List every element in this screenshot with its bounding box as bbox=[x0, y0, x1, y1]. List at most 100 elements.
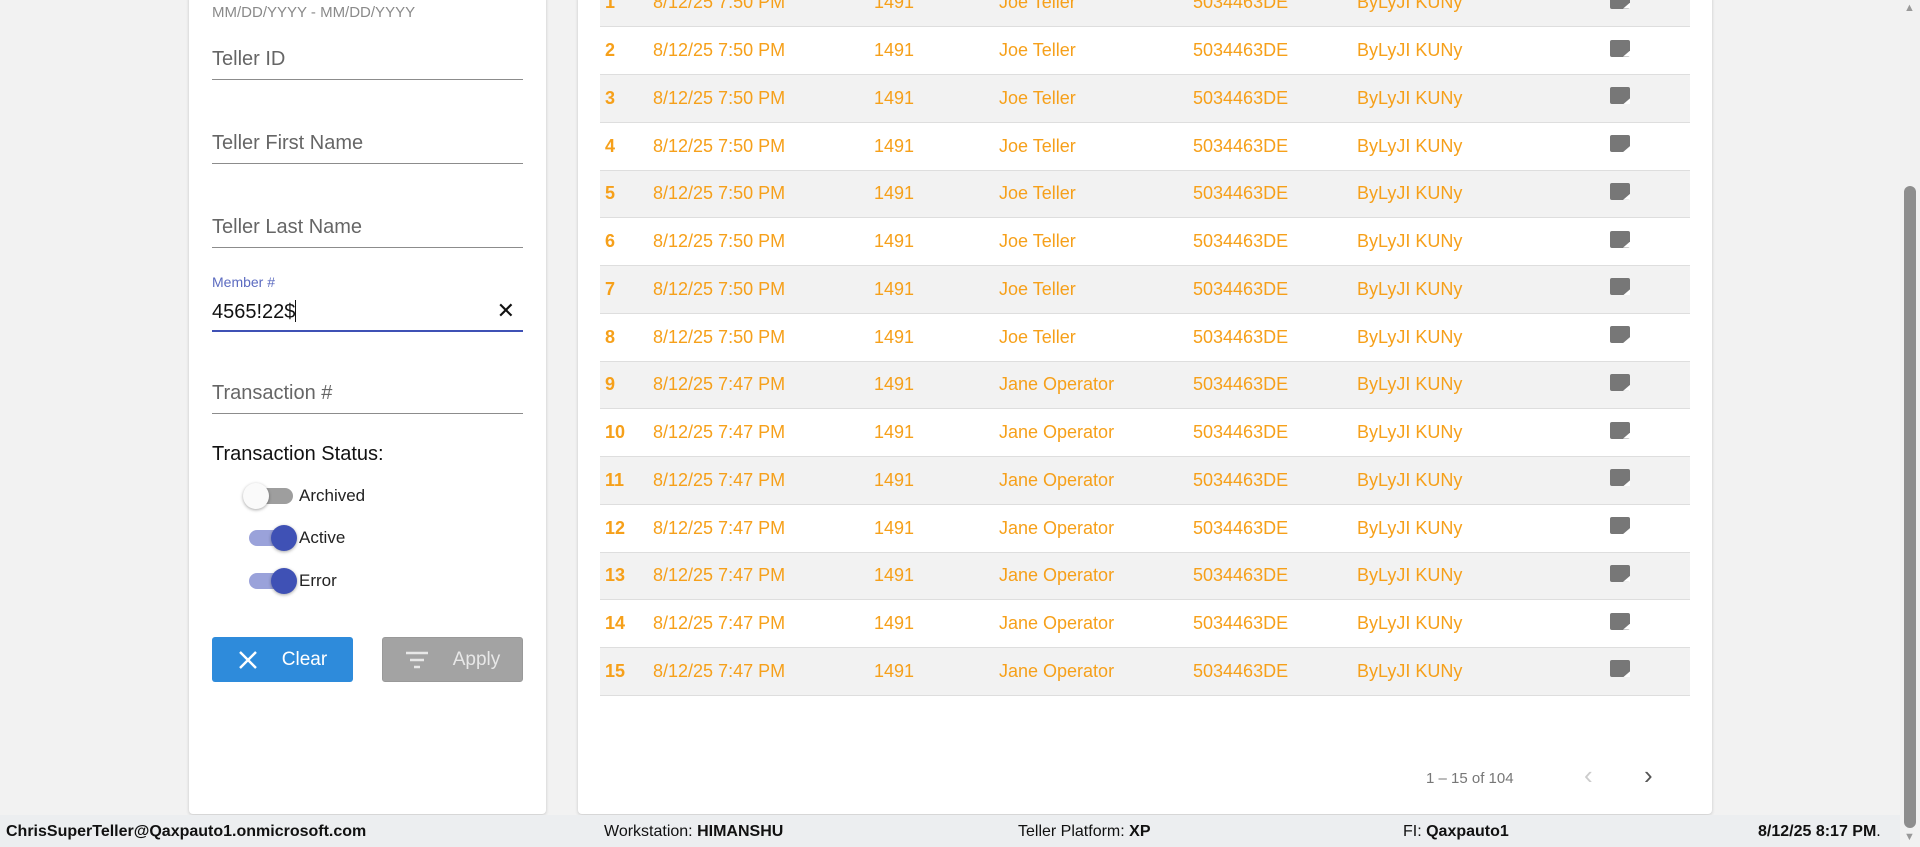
table-row[interactable]: 10 8/12/25 7:47 PM 1491 Jane Operator 503446… bbox=[600, 409, 1690, 457]
note-cell bbox=[1610, 0, 1690, 27]
table-cell: ByLyJI KUNy bbox=[1357, 326, 1463, 347]
note-cell bbox=[1610, 648, 1690, 696]
table-row[interactable]: 12 8/12/25 7:47 PM 1491 Jane Operator 503446… bbox=[600, 504, 1690, 552]
table-cell: 4 bbox=[605, 135, 616, 156]
toggle-track[interactable] bbox=[249, 525, 297, 551]
toggle-error[interactable]: Error bbox=[249, 568, 337, 594]
member-number-label: Member # bbox=[212, 274, 276, 290]
table-cell: Joe Teller bbox=[999, 278, 1076, 299]
table-cell: 1491 bbox=[874, 374, 915, 395]
scroll-up-icon[interactable]: ▲ bbox=[1904, 2, 1915, 14]
filter-icon bbox=[405, 651, 428, 668]
table-cell: 5034463DE bbox=[1193, 469, 1289, 490]
note-icon[interactable] bbox=[1610, 135, 1630, 153]
table-cell: ByLyJI KUNy bbox=[1357, 469, 1463, 490]
table-cell: 1491 bbox=[874, 469, 915, 490]
table-cell: Joe Teller bbox=[999, 135, 1076, 156]
table-row[interactable]: 4 8/12/25 7:50 PM 1491 Joe Teller 5034463DE B… bbox=[600, 122, 1690, 170]
table-row[interactable]: 1 8/12/25 7:50 PM 1491 Joe Teller 5034463DE B… bbox=[600, 0, 1690, 27]
table-cell: 1491 bbox=[874, 517, 915, 538]
table-cell: Jane Operator bbox=[999, 613, 1115, 634]
table-row[interactable]: 5 8/12/25 7:50 PM 1491 Joe Teller 5034463DE B… bbox=[600, 170, 1690, 218]
member-number-value[interactable]: 4565!22$ bbox=[212, 301, 296, 323]
table-row[interactable]: 8 8/12/25 7:50 PM 1491 Joe Teller 5034463DE B… bbox=[600, 313, 1690, 361]
table-cell: 8/12/25 7:47 PM bbox=[653, 613, 786, 634]
table-cell: 8/12/25 7:50 PM bbox=[653, 87, 786, 108]
table-cell: 5034463DE bbox=[1193, 517, 1289, 538]
table-cell: ByLyJI KUNy bbox=[1357, 135, 1463, 156]
note-icon[interactable] bbox=[1610, 0, 1630, 9]
table-cell: 8/12/25 7:47 PM bbox=[653, 517, 786, 538]
scrollbar-thumb[interactable] bbox=[1904, 186, 1916, 828]
toggle-active[interactable]: Active bbox=[249, 525, 345, 551]
table-cell: Joe Teller bbox=[999, 231, 1076, 252]
transactions-table: 1 8/12/25 7:50 PM 1491 Joe Teller 5034463DE B… bbox=[600, 0, 1690, 696]
toggle-archived[interactable]: Archived bbox=[243, 483, 366, 509]
table-cell: 8 bbox=[605, 326, 616, 347]
table-cell: 5034463DE bbox=[1193, 326, 1289, 347]
table-cell: 15 bbox=[605, 660, 626, 681]
table-row[interactable]: 7 8/12/25 7:50 PM 1491 Joe Teller 5034463DE B… bbox=[600, 265, 1690, 314]
table-row[interactable]: 2 8/12/25 7:50 PM 1491 Joe Teller 5034463DE B… bbox=[600, 27, 1690, 75]
table-cell: ByLyJI KUNy bbox=[1357, 613, 1463, 634]
previous-page-button[interactable]: ‹ bbox=[1584, 760, 1593, 790]
note-icon[interactable] bbox=[1610, 373, 1630, 391]
table-cell: 2 bbox=[605, 40, 616, 61]
table-cell: 1491 bbox=[874, 40, 915, 61]
note-icon[interactable] bbox=[1610, 87, 1630, 105]
note-icon[interactable] bbox=[1610, 326, 1630, 344]
clear-button[interactable]: Clear bbox=[212, 637, 353, 682]
toggle-label: Archived bbox=[299, 486, 366, 505]
note-icon[interactable] bbox=[1610, 660, 1630, 678]
table-cell: Joe Teller bbox=[999, 0, 1076, 13]
table-row[interactable]: 13 8/12/25 7:47 PM 1491 Jane Operator 503446… bbox=[600, 552, 1690, 600]
note-icon[interactable] bbox=[1610, 469, 1630, 487]
table-row[interactable]: 11 8/12/25 7:47 PM 1491 Jane Operator 503446… bbox=[600, 456, 1690, 505]
note-icon[interactable] bbox=[1610, 230, 1630, 248]
table-cell: ByLyJI KUNy bbox=[1357, 0, 1463, 13]
table-cell: 8/12/25 7:50 PM bbox=[653, 278, 786, 299]
teller-first-name-input[interactable]: Teller First Name bbox=[212, 124, 523, 164]
table-cell: 5034463DE bbox=[1193, 87, 1289, 108]
scrollbar[interactable]: ▲ ▼ bbox=[1900, 0, 1920, 847]
toggle-track[interactable] bbox=[243, 483, 293, 509]
date-range-hint: MM/DD/YYYY - MM/DD/YYYY bbox=[212, 4, 416, 21]
transaction-number-input[interactable]: Transaction # bbox=[212, 374, 523, 414]
note-icon[interactable] bbox=[1610, 564, 1630, 582]
table-row[interactable]: 14 8/12/25 7:47 PM 1491 Jane Operator 503446… bbox=[600, 600, 1690, 648]
note-cell bbox=[1610, 600, 1690, 648]
note-cell bbox=[1610, 27, 1690, 75]
note-icon[interactable] bbox=[1610, 517, 1630, 535]
clear-input-icon[interactable]: ✕ bbox=[496, 298, 515, 323]
table-cell: 8/12/25 7:50 PM bbox=[653, 40, 786, 61]
table-cell: ByLyJI KUNy bbox=[1357, 87, 1463, 108]
table-cell: 1491 bbox=[874, 613, 915, 634]
table-cell: 1491 bbox=[874, 0, 915, 13]
teller-last-name-input[interactable]: Teller Last Name bbox=[212, 208, 523, 248]
note-icon[interactable] bbox=[1610, 612, 1630, 630]
table-cell: 1491 bbox=[874, 231, 915, 252]
teller-id-input[interactable]: Teller ID bbox=[212, 40, 523, 80]
note-icon[interactable] bbox=[1610, 39, 1630, 57]
note-cell bbox=[1610, 75, 1690, 123]
table-cell: Jane Operator bbox=[999, 422, 1115, 443]
scroll-down-icon[interactable]: ▼ bbox=[1904, 831, 1915, 843]
member-number-input[interactable]: Member # 4565!22$ ✕ bbox=[212, 274, 523, 332]
next-page-button[interactable]: › bbox=[1644, 760, 1653, 790]
note-icon[interactable] bbox=[1610, 421, 1630, 439]
transaction-status-title: Transaction Status: bbox=[212, 443, 384, 465]
table-row[interactable]: 15 8/12/25 7:47 PM 1491 Jane Operator 503446… bbox=[600, 647, 1690, 696]
note-icon[interactable] bbox=[1610, 182, 1630, 200]
table-cell: 14 bbox=[605, 613, 626, 634]
table-row[interactable]: 6 8/12/25 7:50 PM 1491 Joe Teller 5034463DE B… bbox=[600, 218, 1690, 266]
table-cell: 7 bbox=[605, 278, 616, 299]
note-cell bbox=[1610, 457, 1690, 505]
toggle-track[interactable] bbox=[249, 568, 297, 594]
table-row[interactable]: 3 8/12/25 7:50 PM 1491 Joe Teller 5034463DE B… bbox=[600, 74, 1690, 123]
apply-button[interactable]: Apply bbox=[382, 637, 523, 682]
table-cell: ByLyJI KUNy bbox=[1357, 183, 1463, 204]
apply-label: Apply bbox=[452, 648, 501, 670]
table-row[interactable]: 9 8/12/25 7:47 PM 1491 Jane Operator 5034463… bbox=[600, 361, 1690, 409]
note-icon[interactable] bbox=[1610, 278, 1630, 296]
table-cell: 5034463DE bbox=[1193, 40, 1289, 61]
